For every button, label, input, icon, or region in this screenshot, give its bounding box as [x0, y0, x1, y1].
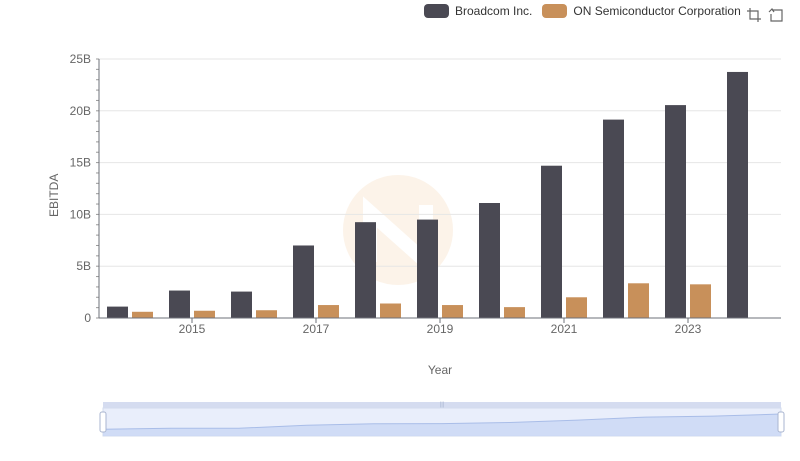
datazoom-line: [102, 413, 782, 430]
bar-broadcom: [231, 291, 252, 318]
legend-swatch-onsemi: [542, 4, 568, 18]
x-tick-label: 2019: [427, 322, 454, 336]
y-tick-label: 25B: [70, 52, 91, 66]
legend-label-onsemi: ON Semiconductor Corporation: [573, 4, 741, 18]
bar-broadcom: [727, 71, 748, 318]
bar-onsemi: [628, 283, 649, 318]
bar-broadcom: [479, 203, 500, 318]
y-tick-label: 0: [84, 311, 91, 325]
bar-broadcom: [169, 290, 190, 318]
bar-broadcom: [417, 219, 438, 318]
zoom-icon[interactable]: [746, 7, 762, 23]
x-tick-label: 2015: [179, 322, 206, 336]
y-tick-label: 5B: [76, 259, 91, 273]
bar-onsemi: [504, 307, 525, 318]
bar-onsemi: [442, 305, 463, 318]
restore-icon[interactable]: [768, 7, 784, 23]
bar-broadcom: [541, 165, 562, 318]
bar-broadcom: [293, 245, 314, 318]
x-tick-label: 2017: [303, 322, 330, 336]
datazoom-top-bar: [103, 402, 781, 408]
toolbox: [746, 7, 784, 23]
bar-onsemi: [132, 311, 153, 318]
legend-item-broadcom[interactable]: Broadcom Inc.: [424, 4, 532, 18]
legend-label-broadcom: Broadcom Inc.: [455, 4, 533, 18]
x-tick-label: 2023: [675, 322, 702, 336]
bar-onsemi: [566, 297, 587, 318]
y-tick-label: 15B: [70, 156, 91, 170]
y-tick-label: 10B: [70, 207, 91, 221]
datazoom-area: [103, 414, 781, 436]
legend: Broadcom Inc. ON Semiconductor Corporati…: [424, 4, 751, 18]
y-tick-label: 20B: [70, 104, 91, 118]
legend-item-onsemi[interactable]: ON Semiconductor Corporation: [542, 4, 741, 18]
bar-broadcom: [107, 306, 128, 318]
bar-broadcom: [603, 119, 624, 318]
x-tick-label: 2021: [551, 322, 578, 336]
datazoom-handle-left[interactable]: [99, 411, 107, 433]
bar-onsemi: [318, 305, 339, 318]
legend-swatch-broadcom: [424, 4, 449, 18]
bar-broadcom: [665, 105, 686, 319]
bar-onsemi: [194, 310, 215, 318]
bar-onsemi: [256, 310, 277, 318]
bar-onsemi: [690, 284, 711, 318]
y-axis-title: EBITDA: [47, 173, 61, 217]
datazoom-move-handle[interactable]: |||: [440, 402, 445, 408]
x-axis-title: Year: [427, 363, 453, 377]
bar-broadcom: [355, 222, 376, 318]
datazoom-handle-right[interactable]: [777, 411, 785, 433]
bar-onsemi: [380, 303, 401, 318]
